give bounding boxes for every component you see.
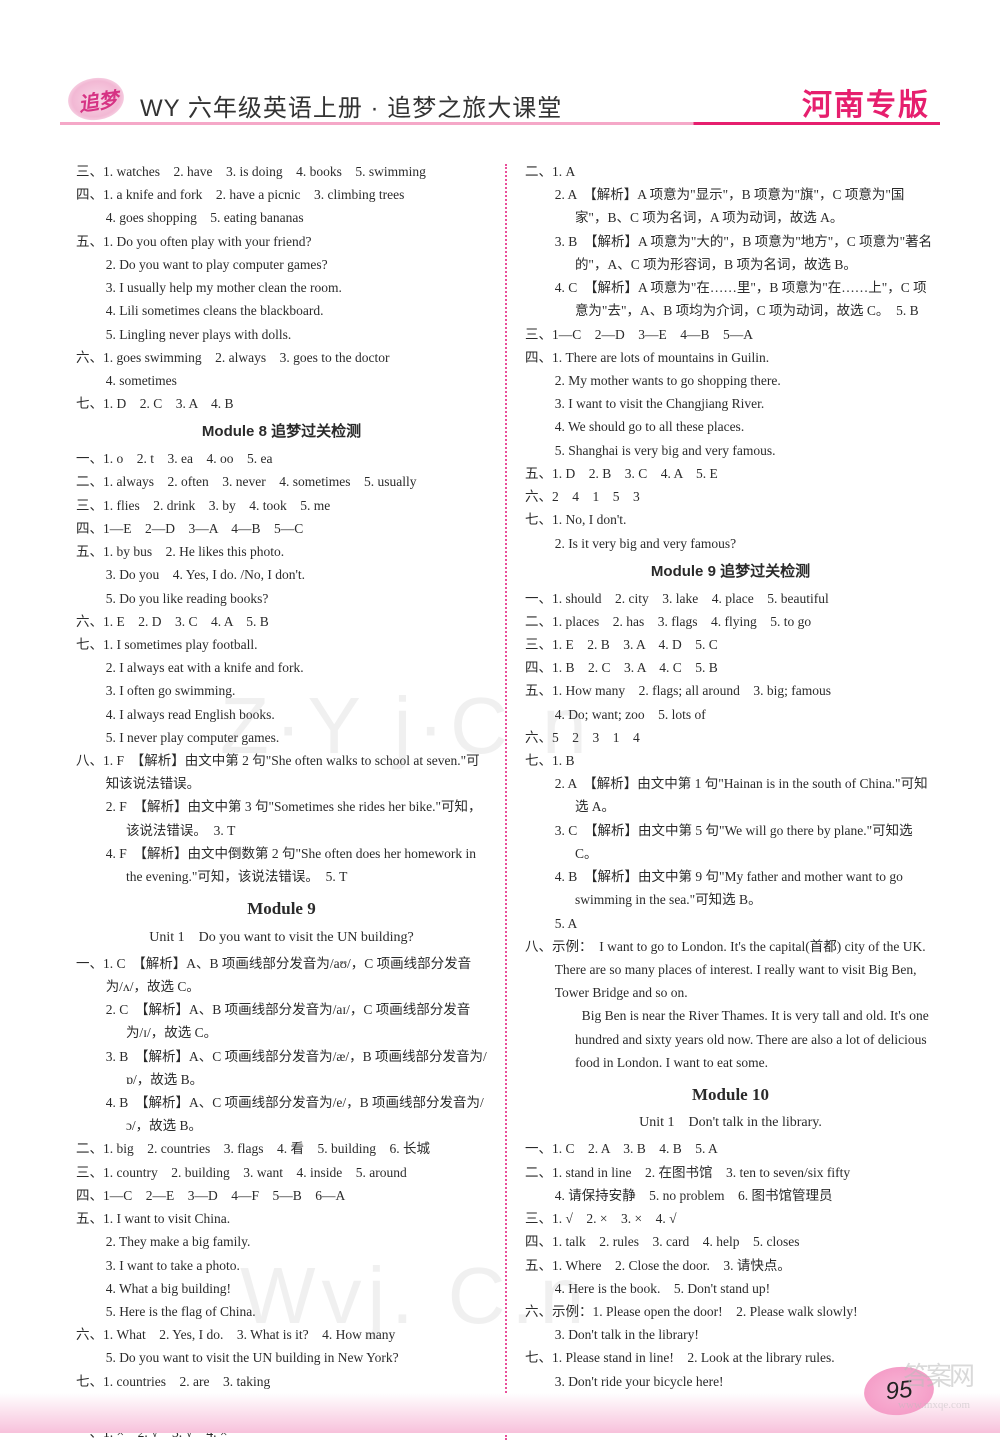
text-line: 4. We should go to all these places.: [525, 415, 936, 438]
text-line: 八、1. F 【解析】由文中第 2 句"She often walks to s…: [76, 749, 487, 795]
text-line: 六、1. E 2. D 3. C 4. A 5. B: [76, 610, 487, 633]
text-line: 一、1. C 2. A 3. B 4. B 5. A: [525, 1137, 936, 1160]
text-line: 2. Do you want to play computer games?: [76, 253, 487, 276]
text-line: 4. goes shopping 5. eating bananas: [76, 206, 487, 229]
text-line: 二、1. A: [525, 160, 936, 183]
text-line: 六、1. goes swimming 2. always 3. goes to …: [76, 346, 487, 369]
text-line: 四、1. B 2. C 3. A 4. C 5. B: [525, 656, 936, 679]
text-line: 4. I always read English books.: [76, 703, 487, 726]
text-line: 4. B 【解析】由文中第 9 句"My father and mother w…: [525, 865, 936, 911]
text-line: 4. sometimes: [76, 369, 487, 392]
text-line: 4. Do; want; zoo 5. lots of: [525, 703, 936, 726]
text-line: 2. I always eat with a knife and fork.: [76, 656, 487, 679]
right-column: 二、1. A2. A 【解析】A 项意为"显示"，B 项意为"旗"，C 项意为"…: [507, 160, 936, 1444]
text-line: 3. I want to visit the Changjiang River.: [525, 392, 936, 415]
text-line: 二、1. places 2. has 3. flags 4. flying 5.…: [525, 610, 936, 633]
page-footer: 95: [0, 1375, 1000, 1433]
text-line: 5. I never play computer games.: [76, 726, 487, 749]
text-line: 三、1. √ 2. × 3. × 4. √: [525, 1207, 936, 1230]
text-line: 2. C 【解析】A、B 项画线部分发音为/aɪ/，C 项画线部分发音为/ɪ/，…: [76, 998, 487, 1044]
text-line: 5. Do you like reading books?: [76, 587, 487, 610]
text-line: 2. F 【解析】由文中第 3 句"Sometimes she rides he…: [76, 795, 487, 841]
text-line: 2. A 【解析】A 项意为"显示"，B 项意为"旗"，C 项意为"国家"，B、…: [525, 183, 936, 229]
text-line: 3. I usually help my mother clean the ro…: [76, 276, 487, 299]
left-column: 三、1. watches 2. have 3. is doing 4. book…: [76, 160, 505, 1444]
text-line: 4. Lili sometimes cleans the blackboard.: [76, 299, 487, 322]
text-line: 5. A: [525, 912, 936, 935]
content-body: 三、1. watches 2. have 3. is doing 4. book…: [0, 150, 1000, 1444]
text-line: 3. B 【解析】A 项意为"大的"，B 项意为"地方"，C 项意为"著名的"，…: [525, 230, 936, 276]
text-line: 四、1—C 2—E 3—D 4—F 5—B 6—A: [76, 1184, 487, 1207]
text-line: 3. C 【解析】由文中第 5 句"We will go there by pl…: [525, 819, 936, 865]
header-rule: [60, 122, 940, 125]
text-line: 七、1. Please stand in line! 2. Look at th…: [525, 1346, 936, 1369]
text-line: 六、示例：1. Please open the door! 2. Please …: [525, 1300, 936, 1323]
text-line: 二、1. always 2. often 3. never 4. sometim…: [76, 470, 487, 493]
corner-url: www.mxqe.com: [898, 1399, 970, 1411]
text-line: 三、1. country 2. building 3. want 4. insi…: [76, 1161, 487, 1184]
text-line: Unit 1 Do you want to visit the UN build…: [76, 926, 487, 950]
text-line: 5. Here is the flag of China.: [76, 1300, 487, 1323]
text-line: 一、1. should 2. city 3. lake 4. place 5. …: [525, 587, 936, 610]
text-line: 二、1. big 2. countries 3. flags 4. 看 5. b…: [76, 1137, 487, 1160]
logo-badge: 追梦: [65, 74, 126, 123]
text-line: 4. Here is the book. 5. Don't stand up!: [525, 1277, 936, 1300]
text-line: 四、1—E 2—D 3—A 4—B 5—C: [76, 517, 487, 540]
text-line: 4. C 【解析】A 项意为"在……里"，B 项意为"在……上"，C 项意为"去…: [525, 276, 936, 322]
text-line: 五、1. by bus 2. He likes this photo.: [76, 540, 487, 563]
text-line: 五、1. Where 2. Close the door. 3. 请快点。: [525, 1254, 936, 1277]
text-line: 七、1. No, I don't.: [525, 508, 936, 531]
text-line: 5. Shanghai is very big and very famous.: [525, 439, 936, 462]
text-line: 4. F 【解析】由文中倒数第 2 句"She often does her h…: [76, 842, 487, 888]
text-line: 八、示例： I want to go to London. It's the c…: [525, 935, 936, 1005]
text-line: Big Ben is near the River Thames. It is …: [525, 1004, 936, 1074]
text-line: 六、1. What 2. Yes, I do. 3. What is it? 4…: [76, 1323, 487, 1346]
text-line: 一、1. C 【解析】A、B 项画线部分发音为/aʊ/，C 项画线部分发音为/ʌ…: [76, 952, 487, 998]
text-line: 七、1. B: [525, 749, 936, 772]
text-line: 四、1. There are lots of mountains in Guil…: [525, 346, 936, 369]
text-line: 一、1. o 2. t 3. ea 4. oo 5. ea: [76, 447, 487, 470]
text-line: 四、1. a knife and fork 2. have a picnic 3…: [76, 183, 487, 206]
text-line: 2. They make a big family.: [76, 1230, 487, 1253]
text-line: Module 9: [76, 894, 487, 923]
text-line: 5. Do you want to visit the UN building …: [76, 1346, 487, 1369]
text-line: 2. Is it very big and very famous?: [525, 532, 936, 555]
text-line: 三、1. watches 2. have 3. is doing 4. book…: [76, 160, 487, 183]
text-line: 五、1. I want to visit China.: [76, 1207, 487, 1230]
page-header: 追梦 WY 六年级英语上册 · 追梦之旅大课堂 河南专版: [0, 0, 1000, 150]
footer-gradient: [0, 1393, 1000, 1433]
text-line: Module 8 追梦过关检测: [76, 419, 487, 445]
text-line: 五、1. Do you often play with your friend?: [76, 230, 487, 253]
text-line: 五、1. D 2. B 3. C 4. A 5. E: [525, 462, 936, 485]
text-line: 七、1. I sometimes play football.: [76, 633, 487, 656]
text-line: 四、1. talk 2. rules 3. card 4. help 5. cl…: [525, 1230, 936, 1253]
text-line: Module 9 追梦过关检测: [525, 559, 936, 585]
text-line: 三、1—C 2—D 3—E 4—B 5—A: [525, 323, 936, 346]
text-line: 七、1. D 2. C 3. A 4. B: [76, 392, 487, 415]
text-line: 4. What a big building!: [76, 1277, 487, 1300]
corner-watermark: 答案网: [903, 1356, 972, 1393]
text-line: 2. My mother wants to go shopping there.: [525, 369, 936, 392]
text-line: 二、1. stand in line 2. 在图书馆 3. ten to sev…: [525, 1161, 936, 1184]
text-line: 3. I want to take a photo.: [76, 1254, 487, 1277]
text-line: 五、1. How many 2. flags; all around 3. bi…: [525, 679, 936, 702]
text-line: 3. Don't talk in the library!: [525, 1323, 936, 1346]
text-line: 3. B 【解析】A、C 项画线部分发音为/æ/，B 项画线部分发音为/ɒ/，故…: [76, 1045, 487, 1091]
text-line: 4. 请保持安静 5. no problem 6. 图书馆管理员: [525, 1184, 936, 1207]
edition-label: 河南专版: [802, 80, 930, 124]
text-line: 六、5 2 3 1 4: [525, 726, 936, 749]
text-line: 三、1. flies 2. drink 3. by 4. took 5. me: [76, 494, 487, 517]
text-line: 4. B 【解析】A、C 项画线部分发音为/e/，B 项画线部分发音为/ɔ/，故…: [76, 1091, 487, 1137]
text-line: 3. Do you 4. Yes, I do. /No, I don't.: [76, 563, 487, 586]
text-line: 六、2 4 1 5 3: [525, 485, 936, 508]
text-line: 3. I often go swimming.: [76, 679, 487, 702]
text-line: 三、1. E 2. B 3. A 4. D 5. C: [525, 633, 936, 656]
text-line: Module 10: [525, 1080, 936, 1109]
page-title: WY 六年级英语上册 · 追梦之旅大课堂: [140, 88, 562, 123]
text-line: Unit 1 Don't talk in the library.: [525, 1111, 936, 1135]
text-line: 2. A 【解析】由文中第 1 句"Hainan is in the south…: [525, 772, 936, 818]
logo-text: 追梦: [76, 83, 120, 117]
text-line: 5. Lingling never plays with dolls.: [76, 323, 487, 346]
